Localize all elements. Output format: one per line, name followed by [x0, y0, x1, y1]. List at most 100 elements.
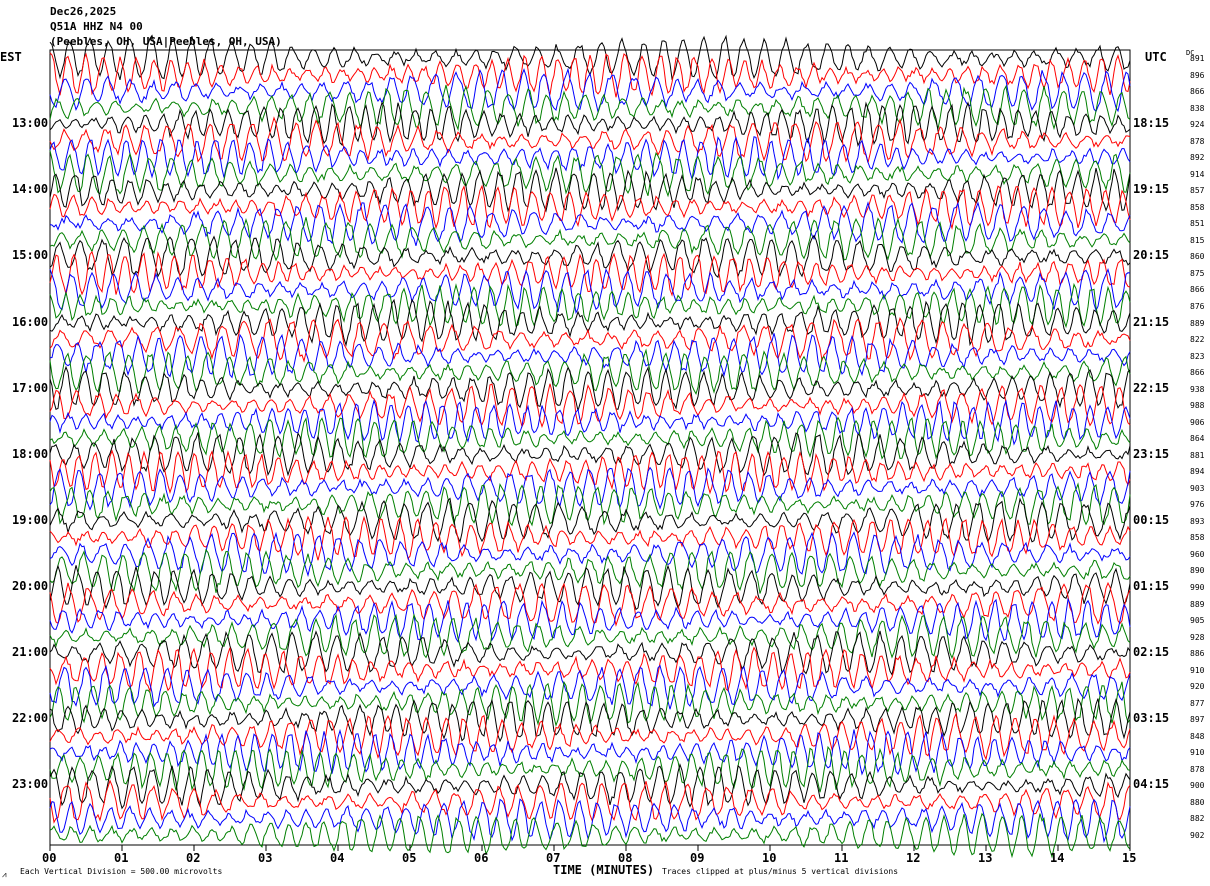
- trace-row-41: [49, 712, 1131, 761]
- dc-offset: 902: [1190, 831, 1205, 840]
- trace-row-14: [49, 267, 1131, 315]
- right-hour-label: 04:15: [1133, 777, 1170, 792]
- dc-offset: 903: [1190, 483, 1205, 493]
- left-hour-label: 18:00: [12, 446, 49, 461]
- x-tick-label: 02: [186, 851, 201, 865]
- trace-row-28: [49, 497, 1131, 544]
- dc-offset: 851: [1190, 219, 1205, 229]
- dc-offset: 900: [1190, 781, 1205, 791]
- trace-row-40: [49, 697, 1131, 743]
- trace-row-35: [49, 613, 1131, 660]
- x-tick-label: 11: [834, 851, 849, 865]
- trace-row-37: [49, 646, 1131, 693]
- left-hour-label: 13:00: [12, 116, 49, 131]
- dc-offset: 864: [1190, 434, 1205, 444]
- dc-offset: 960: [1190, 549, 1205, 559]
- dc-offset: 890: [1190, 566, 1205, 576]
- x-tick-label: 09: [690, 851, 705, 865]
- trace-row-21: [49, 383, 1131, 429]
- left-hour-label: 20:00: [12, 579, 49, 594]
- dc-offset: 876: [1190, 301, 1205, 311]
- trace-row-7: [49, 150, 1131, 198]
- trace-row-39: [49, 680, 1131, 727]
- right-hour-label: 03:15: [1133, 711, 1170, 726]
- right-timezone: UTC: [1145, 50, 1167, 64]
- x-tick-label: 10: [762, 851, 777, 865]
- dc-offset: 882: [1190, 814, 1205, 824]
- right-hour-label: 22:15: [1133, 380, 1170, 395]
- x-tick-label: 15: [1122, 851, 1137, 865]
- trace-row-31: [49, 548, 1131, 594]
- left-hour-label: 17:00: [12, 380, 49, 395]
- x-tick-label: 06: [474, 851, 489, 865]
- right-hour-label: 19:15: [1133, 182, 1170, 197]
- trace-row-15: [49, 282, 1131, 329]
- left-timezone: EST: [0, 50, 22, 64]
- right-hour-label: 02:15: [1133, 645, 1170, 660]
- dc-offset: 881: [1190, 450, 1205, 460]
- dc-offset: 990: [1190, 583, 1205, 593]
- right-hour-label: 21:15: [1133, 314, 1170, 329]
- dc-offset: 988: [1190, 401, 1205, 411]
- dc-offset: 858: [1190, 533, 1205, 543]
- dc-offset: 886: [1190, 649, 1205, 659]
- x-tick-label: 00: [42, 851, 57, 865]
- dc-offset: 889: [1190, 318, 1205, 328]
- dc-offset: 822: [1190, 335, 1205, 345]
- trace-row-19: [49, 348, 1131, 395]
- right-hour-label: 23:15: [1133, 446, 1170, 461]
- dc-offset: 910: [1190, 665, 1205, 675]
- left-hour-label: 15:00: [12, 248, 49, 263]
- right-hour-label: 01:15: [1133, 579, 1170, 594]
- dc-offset: 894: [1190, 467, 1205, 477]
- scale-icon: ⩘: [2, 870, 7, 879]
- right-hour-label: 20:15: [1133, 248, 1170, 263]
- left-hour-label: 16:00: [12, 314, 49, 329]
- trace-row-36: [49, 630, 1131, 676]
- dc-offset: 866: [1190, 87, 1205, 97]
- trace-row-23: [49, 416, 1131, 460]
- x-tick-label: 07: [546, 851, 561, 865]
- trace-row-43: [49, 745, 1131, 793]
- dc-offset: 866: [1190, 368, 1205, 378]
- dc-offset: 857: [1190, 186, 1205, 196]
- dc-offset: 860: [1190, 252, 1205, 262]
- trace-row-2: [49, 67, 1131, 114]
- location-title: (Peebles, OH, USA|Peebles, OH, USA): [50, 35, 282, 48]
- trace-row-44: [49, 763, 1131, 810]
- date-title: Dec26,2025: [50, 5, 117, 18]
- trace-row-20: [49, 365, 1131, 411]
- trace-row-22: [49, 398, 1131, 446]
- trace-row-13: [49, 250, 1131, 297]
- dc-offset: 892: [1190, 153, 1205, 163]
- dc-offset: 928: [1190, 632, 1205, 642]
- trace-row-10: [49, 201, 1131, 246]
- trace-row-5: [49, 116, 1131, 163]
- dc-offset: 823: [1190, 351, 1205, 361]
- dc-offset: 848: [1190, 731, 1205, 741]
- trace-row-34: [49, 597, 1131, 643]
- dc-offset: 896: [1190, 70, 1205, 80]
- trace-row-1: [49, 52, 1131, 98]
- dc-offset: 906: [1190, 417, 1205, 427]
- dc-offset: 938: [1190, 384, 1205, 394]
- trace-row-32: [49, 564, 1131, 611]
- dc-offset: 924: [1190, 120, 1205, 130]
- dc-offset: 891: [1190, 54, 1205, 63]
- left-hour-label: 14:00: [12, 182, 49, 197]
- dc-offset: 910: [1190, 748, 1205, 758]
- dc-offset: 877: [1190, 698, 1205, 708]
- trace-row-33: [49, 581, 1131, 627]
- trace-row-3: [49, 84, 1131, 132]
- trace-row-18: [49, 333, 1131, 379]
- trace-row-8: [49, 167, 1131, 213]
- clip-note: Traces clipped at plus/minus 5 vertical …: [662, 867, 899, 876]
- x-tick-label: 13: [978, 851, 993, 865]
- trace-row-12: [49, 234, 1131, 279]
- channel-title: Q51A HHZ N4 00: [50, 20, 143, 33]
- trace-row-25: [49, 449, 1131, 495]
- dc-offset: 866: [1190, 285, 1205, 295]
- dc-offset: 914: [1190, 169, 1205, 179]
